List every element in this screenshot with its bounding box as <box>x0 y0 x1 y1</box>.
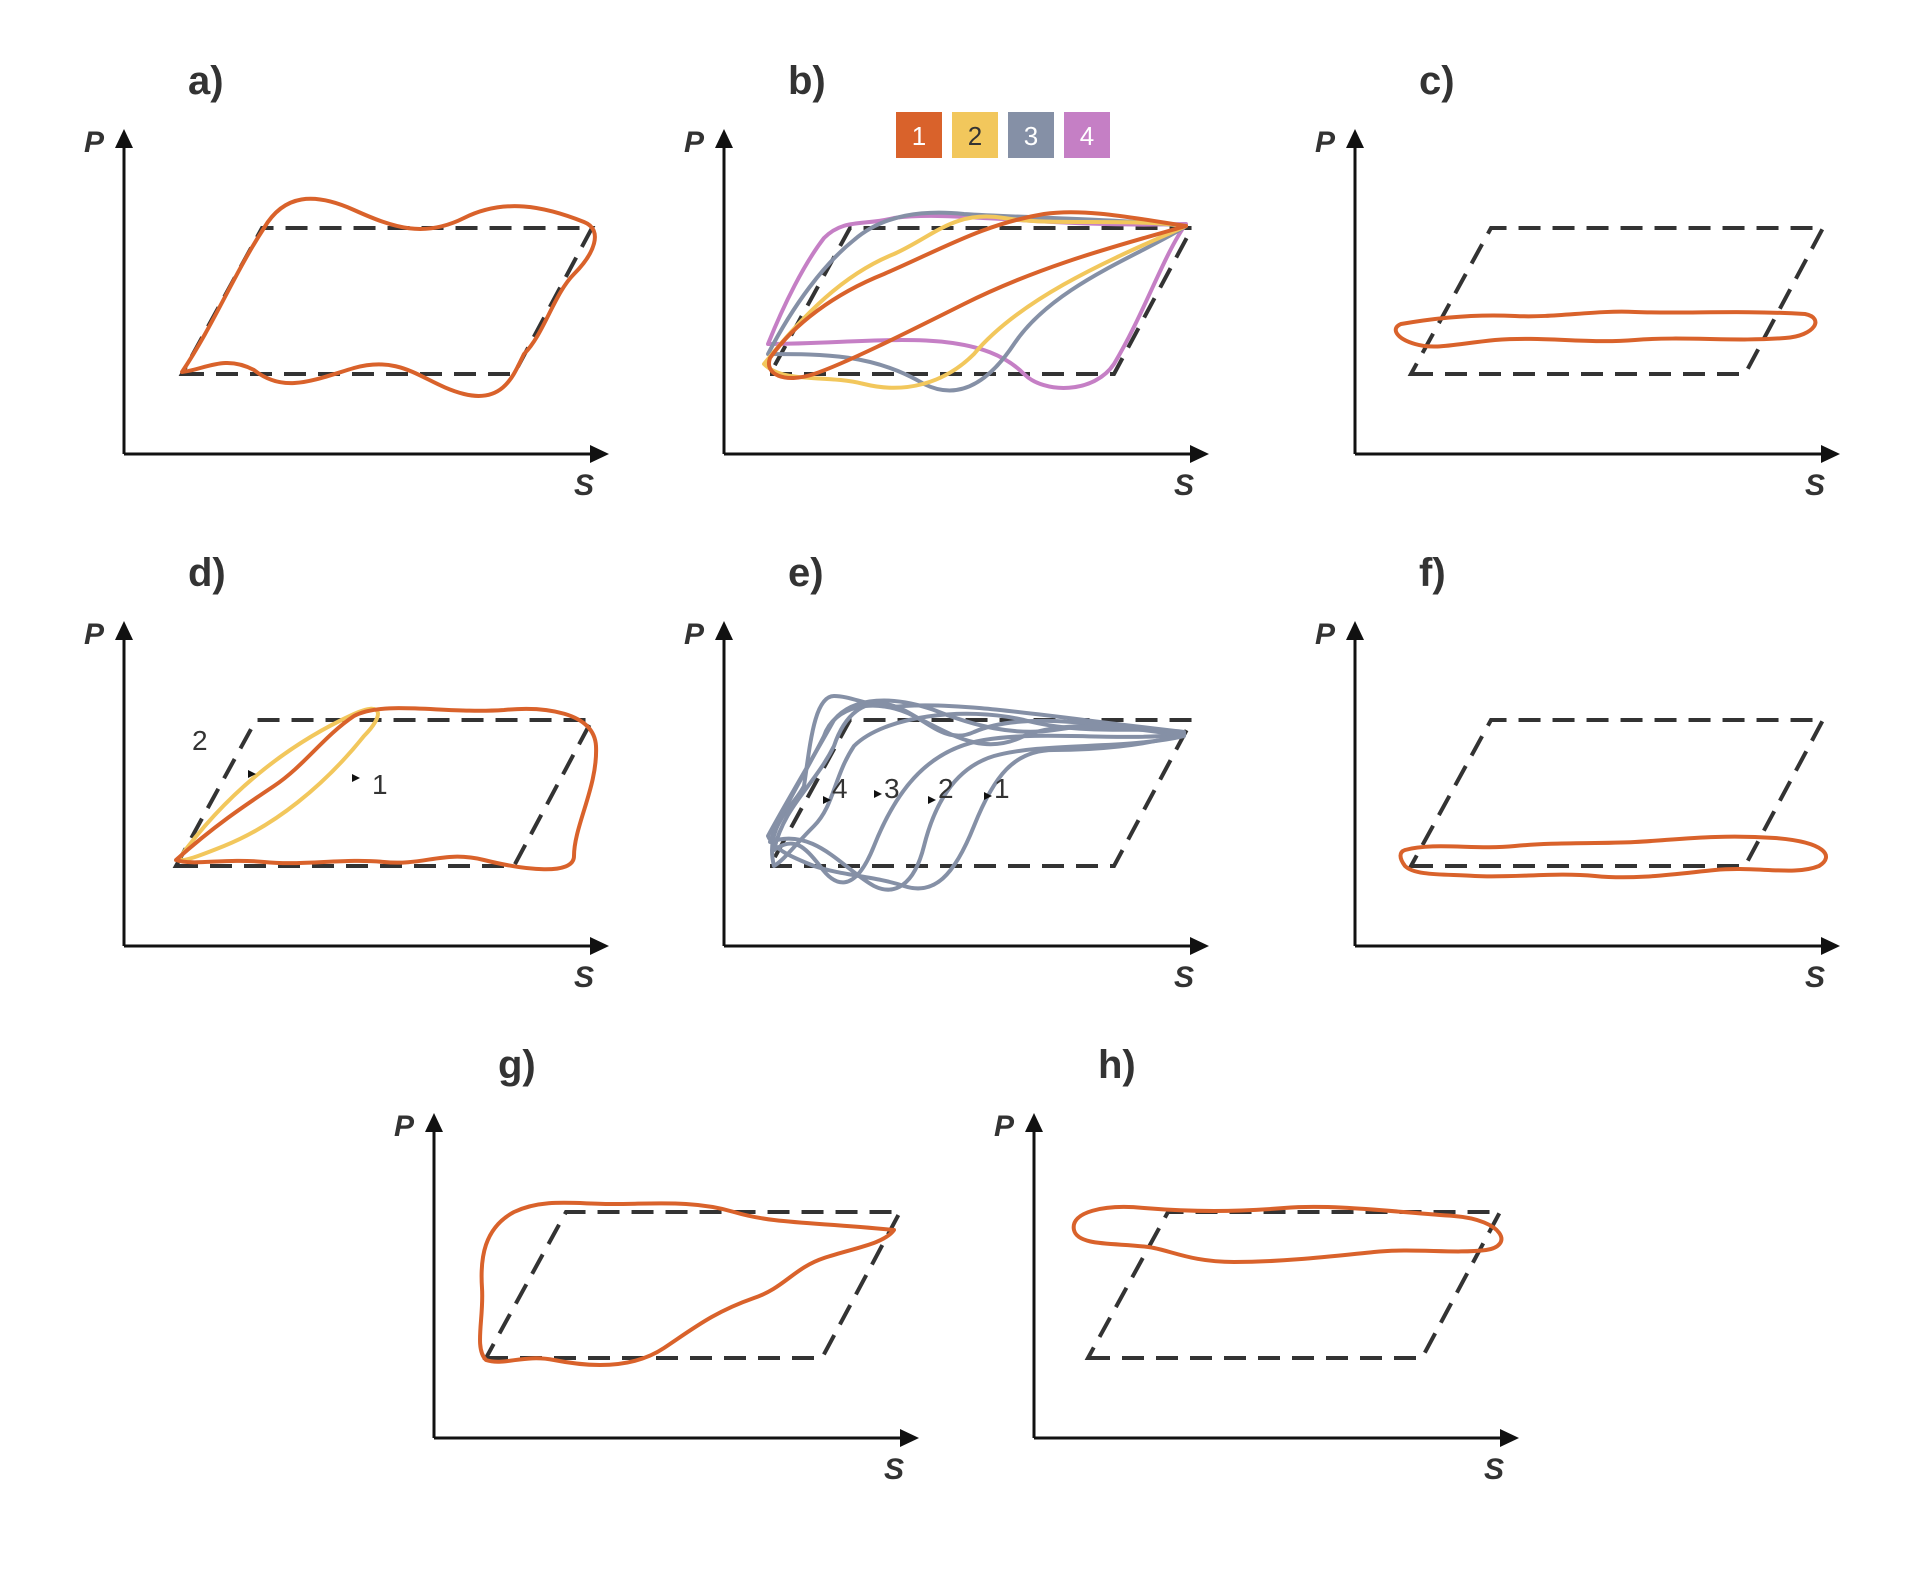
response-loop <box>1393 309 1818 349</box>
annotation-4: 4 <box>832 773 848 804</box>
x-axis-label: S <box>1805 961 1825 994</box>
reference-parallelogram <box>178 226 596 376</box>
annotation-arrow-1 <box>352 774 360 782</box>
annotation-arrow-4 <box>823 796 831 804</box>
panel-label: d) <box>188 551 226 595</box>
axes <box>1023 1111 1521 1449</box>
reference-parallelogram <box>1407 718 1827 868</box>
panel-g: P S g) <box>394 1043 921 1486</box>
legend-swatch-3 <box>1008 112 1054 158</box>
x-axis-label: S <box>884 1453 904 1486</box>
x-axis-label: S <box>1484 1453 1504 1486</box>
annotation-arrow-2 <box>928 796 936 804</box>
legend-item-2: 2 <box>952 112 998 158</box>
panel-d: P S d) 2 1 <box>84 551 611 994</box>
legend-swatch-2 <box>952 112 998 158</box>
y-axis-label: P <box>994 1110 1015 1143</box>
x-axis-label: S <box>1174 469 1194 502</box>
x-axis-label: S <box>1174 961 1194 994</box>
response-loop <box>180 196 597 398</box>
loop-1 <box>174 706 599 872</box>
y-axis-label: P <box>84 618 105 651</box>
axes <box>113 127 611 465</box>
reference-parallelogram <box>1407 226 1827 376</box>
x-axis-label: S <box>1805 469 1825 502</box>
annotation-arrow-3 <box>874 790 882 798</box>
x-axis-label: S <box>574 469 594 502</box>
loop-1 <box>766 698 1186 891</box>
x-axis-label: S <box>574 961 594 994</box>
legend-label-3: 3 <box>1024 121 1038 151</box>
panel-label: e) <box>788 551 824 595</box>
loop-2 <box>176 706 380 863</box>
panel-label: a) <box>188 59 224 103</box>
annotation-2: 2 <box>938 773 954 804</box>
legend: 1 2 3 4 <box>896 112 1110 158</box>
panel-label: b) <box>788 59 826 103</box>
legend-label-4: 4 <box>1080 121 1094 151</box>
y-axis-label: P <box>684 618 705 651</box>
axes <box>423 1111 921 1449</box>
panel-a: P S a) <box>84 59 611 502</box>
axes <box>113 619 611 957</box>
axes <box>713 619 1211 957</box>
y-axis-label: P <box>684 126 705 159</box>
y-axis-label: P <box>394 1110 415 1143</box>
annotation-1: 1 <box>994 773 1010 804</box>
panel-label: c) <box>1419 59 1455 103</box>
panel-label: f) <box>1419 551 1446 595</box>
legend-swatch-1 <box>896 112 942 158</box>
panel-f: P S f) <box>1315 551 1842 994</box>
legend-label-1: 1 <box>912 121 926 151</box>
response-loop <box>1398 834 1828 880</box>
panel-c: P S c) <box>1315 59 1842 502</box>
panel-h: P S h) <box>994 1043 1521 1486</box>
reference-parallelogram <box>172 718 596 868</box>
y-axis-label: P <box>1315 618 1336 651</box>
reference-parallelogram <box>1084 1210 1504 1360</box>
legend-item-3: 3 <box>1008 112 1054 158</box>
annotation-arrow-2 <box>248 770 256 778</box>
response-loop <box>478 1200 896 1367</box>
panel-b: P S b) 1 2 3 4 <box>684 59 1211 502</box>
response-loop <box>1071 1204 1504 1264</box>
annotation-2: 2 <box>192 725 208 756</box>
y-axis-label: P <box>1315 126 1336 159</box>
legend-item-1: 1 <box>896 112 942 158</box>
annotation-arrow-1 <box>984 792 992 800</box>
legend-item-4: 4 <box>1064 112 1110 158</box>
legend-label-2: 2 <box>968 121 982 151</box>
y-axis-label: P <box>84 126 105 159</box>
legend-swatch-4 <box>1064 112 1110 158</box>
panel-label: g) <box>498 1043 536 1087</box>
axes <box>1344 619 1842 957</box>
axes <box>1344 127 1842 465</box>
panel-label: h) <box>1098 1043 1136 1087</box>
annotation-3: 3 <box>884 773 900 804</box>
loop-1 <box>766 210 1188 380</box>
reference-parallelogram <box>482 1210 904 1360</box>
annotation-1: 1 <box>372 769 388 800</box>
panel-e: P S e) 4 3 2 1 <box>684 551 1211 994</box>
